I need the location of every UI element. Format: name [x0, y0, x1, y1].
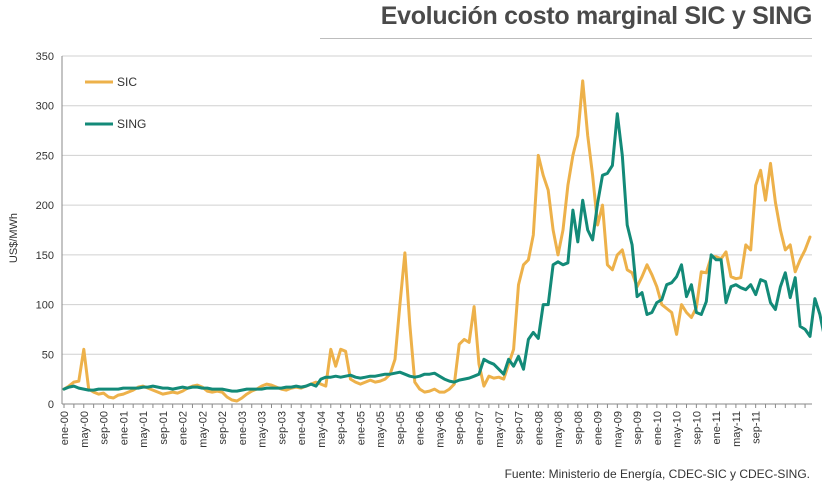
x-tick-label: ene-05 — [355, 411, 367, 445]
x-tick-label: may-08 — [553, 411, 565, 448]
x-tick-label: may-00 — [79, 411, 91, 448]
y-tick-label: 200 — [36, 200, 54, 212]
y-tick-label: 100 — [36, 300, 54, 312]
x-tick-label: ene-00 — [59, 411, 71, 445]
x-tick-label: sep-00 — [99, 411, 111, 445]
x-tick-label: ene-03 — [237, 411, 249, 445]
x-tick-label: may-01 — [138, 411, 150, 448]
x-tick-label: ene-09 — [593, 411, 605, 445]
series-line-sing — [62, 112, 822, 393]
x-tick-label: sep-11 — [751, 411, 763, 444]
x-tick-label: may-04 — [316, 411, 328, 448]
y-tick-label: 150 — [36, 250, 54, 262]
x-tick-label: ene-02 — [178, 411, 190, 445]
x-tick-label: sep-08 — [573, 411, 585, 445]
x-tick-label: may-10 — [672, 411, 684, 448]
x-tick-label: sep-09 — [632, 411, 644, 445]
x-tick-label: sep-05 — [395, 411, 407, 445]
x-tick-label: may-02 — [197, 411, 209, 448]
x-tick-label: may-03 — [257, 411, 269, 448]
x-tick-label: ene-06 — [415, 411, 427, 445]
y-axis-label: US$/MWh — [8, 213, 20, 263]
x-tick-label: ene-08 — [533, 411, 545, 445]
legend-label-sic: SIC — [117, 75, 137, 89]
y-tick-label: 0 — [48, 399, 54, 411]
x-tick-label: ene-07 — [474, 411, 486, 445]
x-tick-label: sep-04 — [336, 411, 348, 445]
x-tick-label: may-07 — [494, 411, 506, 448]
source-note: Fuente: Ministerio de Energía, CDEC-SIC … — [504, 467, 810, 481]
x-tick-label: may-05 — [375, 411, 387, 448]
x-tick-label: may-06 — [434, 411, 446, 448]
x-tick-label: may-11 — [731, 411, 743, 447]
x-tick-label: sep-06 — [454, 411, 466, 445]
x-tick-label: ene-04 — [296, 411, 308, 445]
y-tick-label: 300 — [36, 101, 54, 113]
y-tick-label: 250 — [36, 150, 54, 162]
x-tick-label: sep-07 — [514, 411, 526, 445]
legend-label-sing: SING — [117, 117, 146, 131]
title-divider — [320, 38, 812, 39]
x-tick-label: sep-01 — [158, 411, 170, 445]
series-line-sic — [62, 79, 812, 403]
chart-title: Evolución costo marginal SIC y SING — [380, 2, 813, 30]
y-tick-label: 350 — [36, 51, 54, 63]
x-tick-label: sep-02 — [217, 411, 229, 445]
x-tick-label: sep-03 — [276, 411, 288, 445]
x-tick-label: ene-01 — [118, 411, 130, 445]
x-tick-label: ene-11 — [711, 411, 723, 444]
x-tick-label: sep-10 — [691, 411, 703, 445]
y-tick-label: 50 — [42, 349, 54, 361]
x-tick-label: may-09 — [612, 411, 624, 448]
x-tick-label: ene-10 — [652, 411, 664, 445]
